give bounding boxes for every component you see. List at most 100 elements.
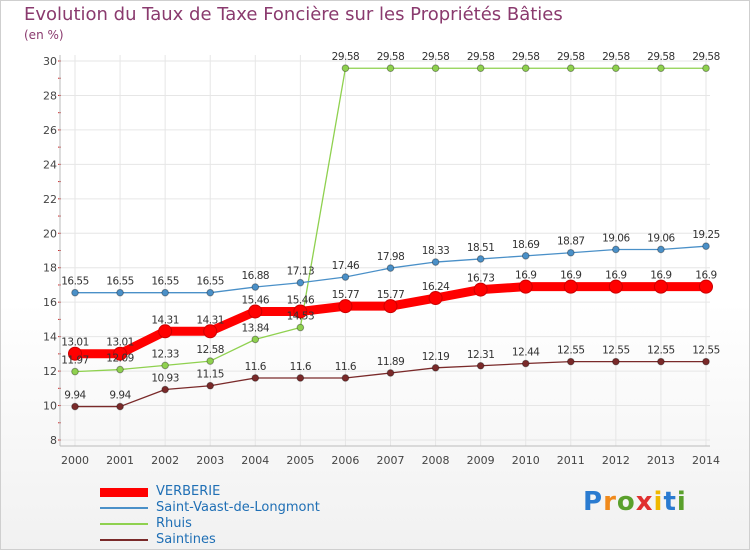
data-label: 18.87 (557, 236, 585, 248)
x-tick-label: 2001 (106, 454, 134, 467)
data-point (341, 64, 350, 73)
y-tick-label: 20 (43, 227, 57, 240)
legend-label-saint-vaast: Saint-Vaast-de-Longmont (156, 500, 320, 515)
data-label: 15.77 (377, 289, 405, 301)
data-label: 16.9 (560, 270, 581, 282)
data-point (293, 304, 308, 319)
data-label: 29.58 (512, 51, 540, 63)
data-point (338, 299, 353, 314)
data-label: 11.6 (335, 361, 357, 373)
data-label: 11.15 (196, 369, 224, 381)
data-label: 12.44 (512, 347, 540, 359)
data-point (116, 365, 124, 374)
data-point (612, 245, 620, 254)
data-point (563, 279, 578, 294)
y-tick-label: 18 (43, 262, 57, 275)
logo-letter: x (635, 487, 654, 517)
data-point (296, 323, 305, 332)
data-point (476, 64, 485, 73)
legend-label-saintines: Saintines (156, 532, 216, 547)
data-label: 12.19 (422, 351, 450, 363)
data-point (296, 278, 305, 287)
data-point (428, 291, 443, 306)
data-point (386, 369, 395, 377)
data-label: 19.25 (692, 229, 720, 241)
data-label: 15.46 (287, 294, 315, 306)
x-tick-label: 2009 (467, 454, 495, 467)
y-tick-label: 26 (43, 124, 57, 137)
unit-label: (en %) (24, 28, 64, 42)
legend-label-rhuis: Rhuis (156, 516, 192, 531)
data-point (612, 64, 620, 73)
data-point (116, 288, 124, 297)
data-point (251, 283, 260, 291)
data-label: 17.13 (287, 266, 315, 278)
x-tick-label: 2005 (286, 454, 314, 467)
data-label: 29.58 (602, 51, 630, 63)
data-point (702, 242, 710, 250)
data-point (566, 357, 575, 366)
data-label: 11.89 (377, 356, 405, 368)
data-label: 29.58 (647, 51, 675, 63)
data-label: 18.51 (467, 242, 495, 254)
data-point (161, 385, 169, 394)
x-tick-label: 2012 (602, 454, 630, 467)
x-tick-label: 2008 (422, 454, 450, 467)
data-point (296, 374, 305, 382)
logo-letter: i (676, 487, 687, 517)
data-point (71, 288, 79, 297)
data-point (206, 381, 215, 390)
data-point (386, 64, 395, 73)
data-label: 16.9 (515, 270, 536, 282)
data-point (612, 357, 620, 366)
x-tick-label: 2010 (512, 454, 540, 467)
data-label: 29.58 (332, 51, 360, 63)
x-tick-label: 2013 (647, 454, 675, 467)
data-label: 16.55 (61, 276, 89, 288)
data-point (657, 64, 665, 73)
data-label: 12.09 (106, 353, 134, 365)
data-label: 16.73 (467, 273, 495, 285)
data-label: 16.9 (650, 270, 671, 282)
chart-title: Evolution du Taux de Taxe Foncière sur l… (24, 4, 563, 25)
data-label: 9.94 (64, 390, 86, 402)
data-point (251, 335, 260, 344)
data-point (431, 364, 440, 372)
data-point (702, 357, 710, 366)
data-point (521, 359, 530, 368)
data-point (386, 264, 395, 272)
data-point (476, 361, 485, 370)
proxiti-logo: Proxiti (583, 487, 687, 517)
data-label: 14.31 (151, 314, 179, 326)
data-point (341, 374, 350, 382)
x-tick-label: 2006 (331, 454, 359, 467)
data-label: 16.88 (242, 270, 270, 282)
data-point (248, 304, 263, 319)
data-point (113, 346, 128, 361)
data-point (608, 279, 623, 294)
x-tick-label: 2011 (557, 454, 585, 467)
data-point (566, 248, 575, 257)
data-point (473, 282, 488, 297)
data-label: 16.55 (106, 276, 134, 288)
data-label: 15.77 (332, 289, 360, 301)
logo-letter: r (603, 487, 617, 517)
data-label: 13.01 (61, 337, 89, 349)
data-label: 11.6 (290, 361, 312, 373)
data-point (431, 64, 440, 73)
data-point (383, 299, 398, 314)
legend-swatch-verberie (100, 488, 148, 497)
data-label: 16.9 (695, 270, 716, 282)
data-label: 16.9 (605, 270, 626, 282)
data-label: 19.06 (647, 232, 675, 244)
data-point (657, 245, 665, 254)
data-label: 10.93 (151, 373, 179, 385)
x-tick-label: 2004 (241, 454, 269, 467)
data-point (68, 346, 82, 361)
data-label: 12.55 (602, 345, 630, 357)
data-label: 29.58 (467, 51, 495, 63)
data-label: 15.46 (242, 294, 270, 306)
data-label: 11.97 (61, 355, 89, 367)
data-point (653, 279, 668, 294)
